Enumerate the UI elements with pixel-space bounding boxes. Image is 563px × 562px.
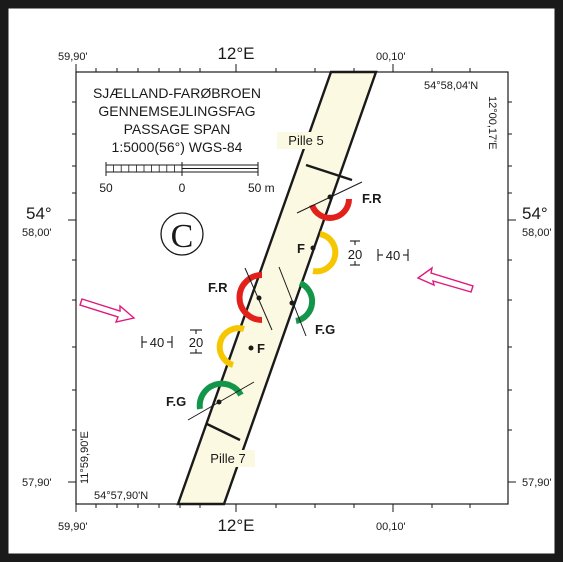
bottom-center-lon-label: 12°E — [217, 516, 254, 535]
chart-symbol-letter: C — [171, 218, 194, 255]
light-point-f-upper — [310, 245, 316, 251]
bottom-left-lat-label: 54°57,90'N — [94, 490, 148, 502]
scale-label-right: 50 m — [248, 181, 275, 195]
clearance-height-left: 20 — [189, 335, 203, 350]
top-right-lon-label: 00,10' — [376, 51, 406, 63]
pier-5-label-bg — [277, 132, 335, 149]
direction-arrow-right — [416, 266, 474, 293]
title-line-3: PASSAGE SPAN — [124, 121, 231, 137]
light-point-fr-upper — [327, 194, 333, 200]
clearance-height-right: 20 — [348, 247, 362, 262]
clearance-width-right: 40 — [386, 248, 400, 263]
title-line-2: GENNEMSEJLINGSFAG — [98, 103, 255, 119]
bottom-left-lon-vertical-label: 11°59,90'E — [79, 431, 91, 484]
light-point-fr-lower — [256, 295, 262, 301]
title-line-4: 1:5000(56°) WGS-84 — [112, 139, 243, 155]
scale-label-mid: 0 — [179, 181, 186, 195]
light-label-fr-upper: F.R — [362, 191, 382, 206]
pier-7-label: Pille 7 — [210, 451, 245, 466]
light-point-f-lower — [248, 345, 254, 351]
clearance-symbol-right — [350, 240, 409, 266]
right-ticks — [508, 101, 516, 483]
light-sector-fg-lower — [196, 380, 244, 410]
bottom-ticks — [75, 504, 471, 512]
pier-5-label: Pille 5 — [288, 133, 323, 148]
pier-5-line — [305, 163, 353, 182]
pier-7-label-bg — [201, 450, 255, 467]
left-ticks — [68, 101, 76, 483]
light-label-f-lower: F — [257, 341, 265, 356]
left-lat-deg-label: 54° — [26, 204, 52, 223]
title-line-1: SJÆLLAND-FARØBROEN — [93, 85, 261, 101]
light-label-fg-lower: F.G — [166, 394, 186, 409]
top-center-lon-label: 12°E — [217, 44, 254, 63]
right-lat-min-label: 58,00' — [522, 227, 552, 239]
light-label-f-upper: F — [297, 241, 305, 256]
light-label-fr-lower: F.R — [208, 280, 228, 295]
light-point-fg-right — [289, 300, 295, 306]
right-lat-deg-label: 54° — [522, 204, 548, 223]
bottom-right-lon-label: 00,10' — [376, 521, 406, 533]
light-point-fg-lower — [216, 399, 222, 405]
left-lat-min-label: 58,00' — [22, 227, 52, 239]
light-sector-fg-right — [295, 280, 316, 324]
clearance-width-left: 40 — [150, 335, 164, 350]
light-sector-fr-lower — [236, 272, 263, 323]
light-sector-f-upper — [312, 231, 339, 275]
light-sector-fr-upper — [309, 198, 352, 221]
light-sector-f-lower — [216, 325, 245, 368]
pier-7-line — [206, 422, 241, 442]
top-right-lon-vertical-label: 12°00,17'E — [486, 96, 498, 150]
left-bottom-lat-label: 57,90' — [22, 477, 52, 489]
chart-symbol-circle — [160, 212, 204, 256]
top-left-lon-label: 59,90' — [58, 51, 88, 63]
scale-label-left: 50 — [99, 181, 113, 195]
bottom-left-lon-label: 59,90' — [58, 521, 88, 533]
clearance-symbol-left — [141, 329, 202, 354]
light-label-fg-right: F.G — [315, 322, 335, 337]
top-ticks — [75, 64, 471, 72]
scale-bar — [105, 162, 259, 176]
top-right-lat-label: 54°58,04'N — [424, 80, 478, 92]
direction-arrow-left — [79, 298, 136, 323]
right-bottom-lat-label: 57,90' — [522, 477, 552, 489]
